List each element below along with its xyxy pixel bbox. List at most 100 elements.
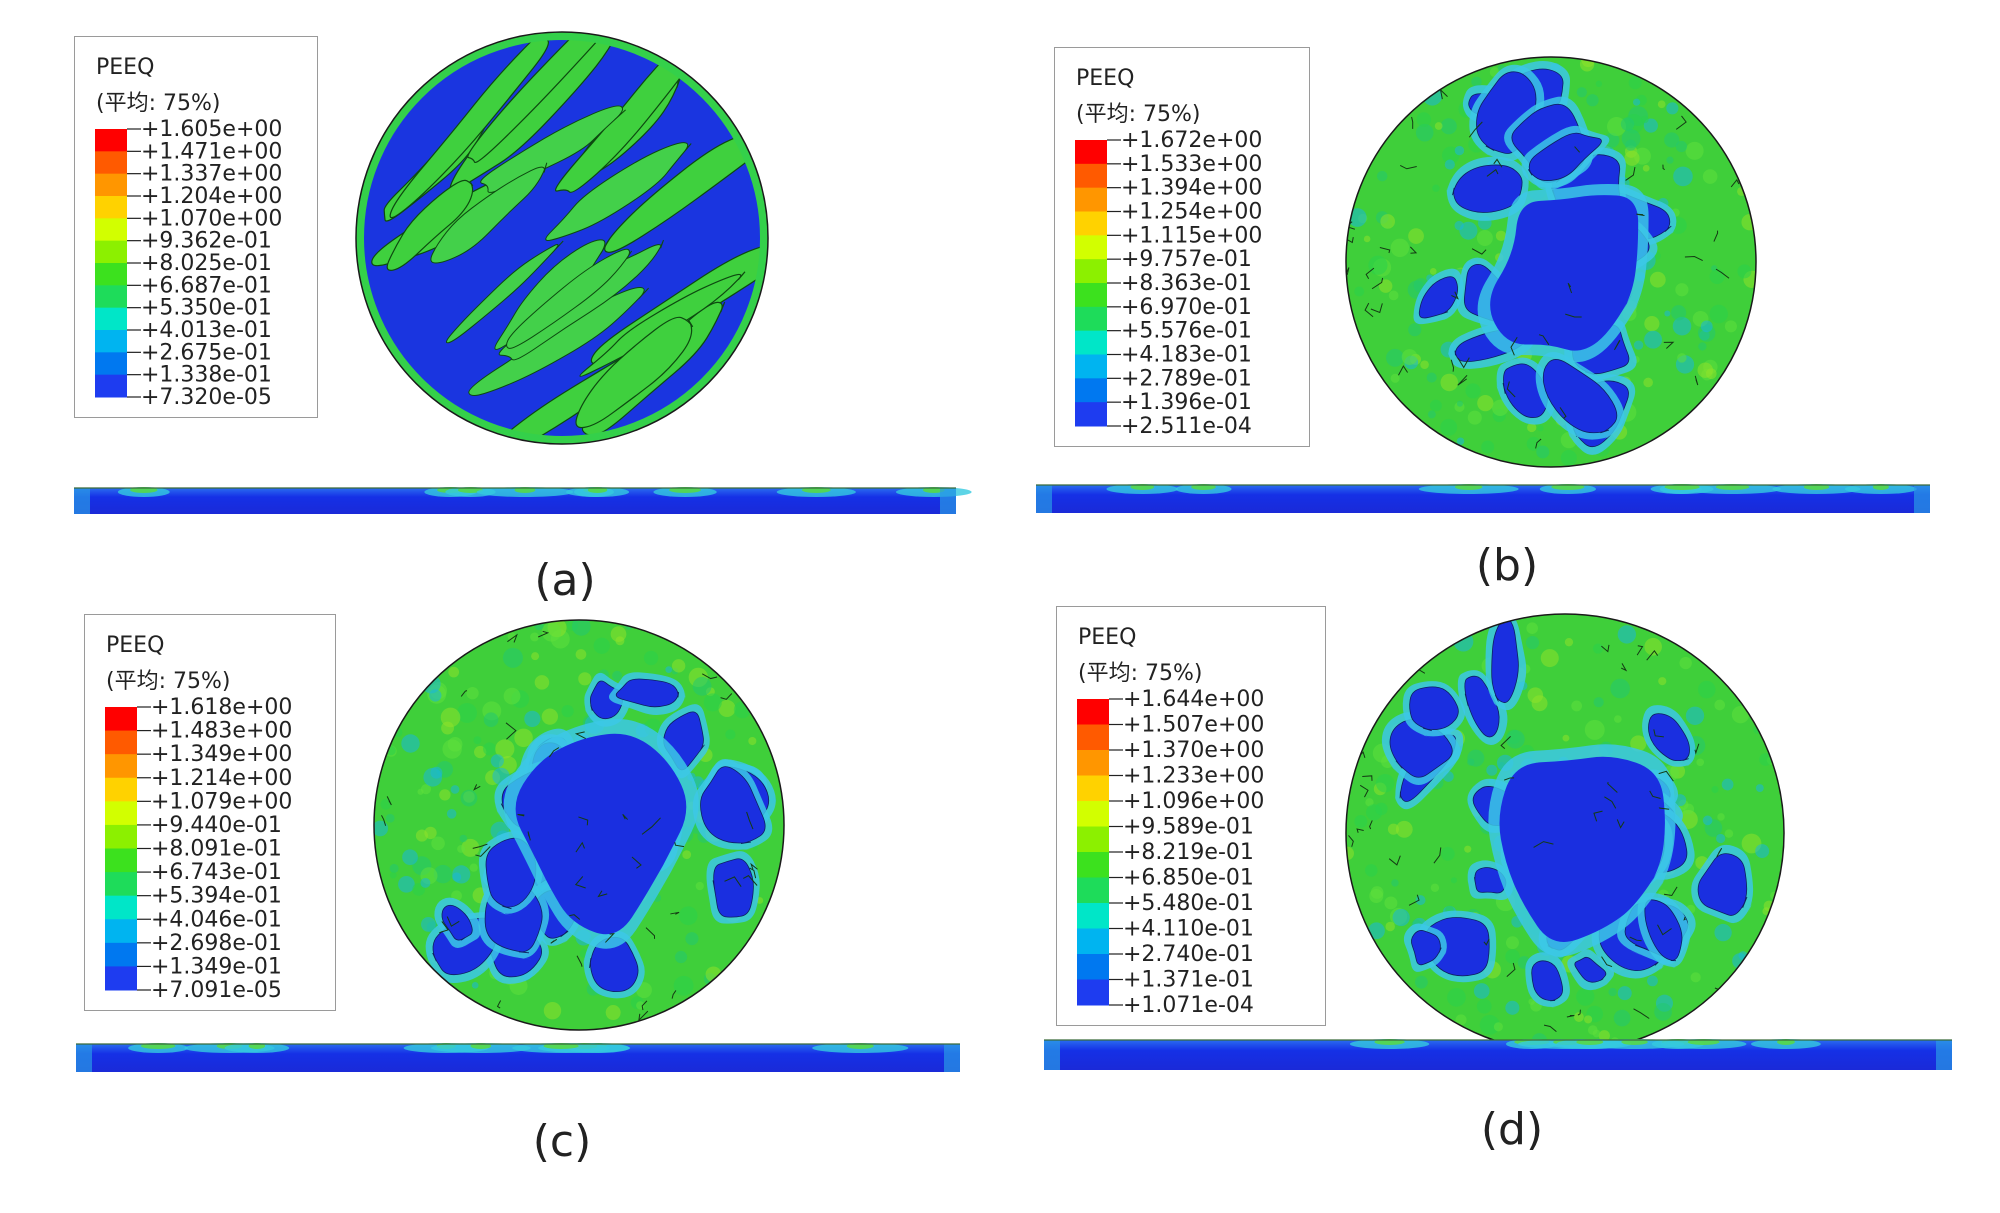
legend-value: +5.480e-01 bbox=[1123, 891, 1254, 916]
legend-color-swatch bbox=[1077, 979, 1109, 1006]
legend-color-swatch bbox=[1077, 775, 1109, 802]
legend-color-swatch bbox=[105, 942, 137, 967]
legend-value: +6.687e-01 bbox=[141, 273, 272, 298]
legend-color-swatch bbox=[105, 895, 137, 920]
legend-color-swatch bbox=[1077, 928, 1109, 955]
legend-value: +8.219e-01 bbox=[1123, 840, 1254, 865]
plate-contour-c bbox=[76, 1043, 960, 1072]
legend-color-swatch bbox=[95, 285, 127, 309]
legend-value: +7.320e-05 bbox=[141, 385, 272, 410]
legend-color-swatch bbox=[1077, 750, 1109, 776]
legend-color-swatch bbox=[1075, 163, 1107, 189]
legend-color-swatch bbox=[1077, 699, 1109, 725]
legend-subtitle: (平均: 75%) bbox=[1076, 102, 1201, 127]
legend-color-swatch bbox=[105, 848, 137, 873]
legend-value: +1.605e+00 bbox=[141, 117, 282, 142]
legend-a: PEEQ (平均: 75%) +1.605e+00 +1.471e+00 +1.33… bbox=[74, 36, 318, 418]
sphere-contour-c bbox=[373, 619, 785, 1031]
legend-value: +5.576e-01 bbox=[1121, 319, 1252, 344]
legend-color-swatch bbox=[95, 151, 127, 175]
legend-value: +1.079e+00 bbox=[151, 789, 292, 814]
panel-label: (d) bbox=[1480, 1104, 1544, 1155]
panel-a: PEEQ (平均: 75%) +1.605e+00 +1.471e+00 +1.33… bbox=[0, 0, 1000, 606]
legend-subtitle: (平均: 75%) bbox=[106, 669, 231, 694]
legend-value: +1.071e-04 bbox=[1123, 993, 1254, 1018]
legend-value: +4.013e-01 bbox=[141, 318, 272, 343]
sphere-outline bbox=[355, 31, 769, 445]
legend-color-swatch bbox=[105, 707, 137, 732]
legend-value: +1.471e+00 bbox=[141, 139, 282, 164]
legend-color-swatch bbox=[105, 801, 137, 826]
legend-value: +2.740e-01 bbox=[1123, 942, 1254, 967]
legend-value: +2.675e-01 bbox=[141, 340, 272, 365]
legend-color-swatch bbox=[1075, 211, 1107, 236]
legend-color-swatch bbox=[95, 352, 127, 376]
legend-value: +1.533e+00 bbox=[1121, 152, 1262, 177]
legend-value: +1.618e+00 bbox=[151, 695, 292, 720]
legend-value: +5.394e-01 bbox=[151, 884, 282, 909]
legend-value: +4.110e-01 bbox=[1123, 917, 1254, 942]
legend-color-swatch bbox=[1077, 724, 1109, 751]
legend-color-swatch bbox=[95, 240, 127, 264]
legend-value: +1.254e+00 bbox=[1121, 200, 1262, 225]
legend-color-swatch bbox=[105, 872, 137, 897]
legend-value: +2.789e-01 bbox=[1121, 366, 1252, 391]
legend-color-swatch bbox=[95, 196, 127, 219]
legend-color-swatch bbox=[1075, 283, 1107, 308]
legend-d: PEEQ (平均: 75%) +1.644e+00 +1.507e+00 +1.37… bbox=[1056, 606, 1326, 1026]
legend-color-swatch bbox=[95, 218, 127, 242]
panel-d: PEEQ (平均: 75%) +1.644e+00 +1.507e+00 +1.37… bbox=[1000, 606, 2000, 1213]
legend-value: +1.214e+00 bbox=[151, 766, 292, 791]
sphere-outline bbox=[1345, 56, 1757, 468]
color-scale: +1.618e+00+1.483e+00+1.349e+00+1.214e+00… bbox=[105, 695, 292, 1003]
legend-color-swatch bbox=[1075, 402, 1107, 427]
legend-color-swatch bbox=[1077, 954, 1109, 980]
legend-value: +1.204e+00 bbox=[141, 184, 282, 209]
sphere-contour-b bbox=[1345, 56, 1757, 468]
legend-color-swatch bbox=[105, 824, 137, 849]
legend-color-swatch bbox=[95, 374, 127, 398]
legend-b: PEEQ (平均: 75%) +1.672e+00 +1.533e+00 +1.39… bbox=[1054, 47, 1310, 447]
legend-subtitle: (平均: 75%) bbox=[96, 91, 221, 116]
legend-color-swatch bbox=[95, 330, 127, 353]
legend-value: +1.337e+00 bbox=[141, 162, 282, 187]
legend-title: PEEQ bbox=[106, 633, 165, 658]
plate-contour-a bbox=[74, 487, 972, 514]
legend-value: +9.362e-01 bbox=[141, 229, 272, 254]
legend-subtitle: (平均: 75%) bbox=[1078, 661, 1203, 686]
legend-color-swatch bbox=[105, 754, 137, 779]
panel-label: (c) bbox=[532, 1116, 592, 1167]
legend-title: PEEQ bbox=[96, 55, 155, 80]
legend-value: +1.394e+00 bbox=[1121, 176, 1262, 201]
sphere-contour-d bbox=[1345, 613, 1785, 1053]
color-scale: +1.672e+00+1.533e+00+1.394e+00+1.254e+00… bbox=[1075, 128, 1262, 439]
legend-value: +7.091e-05 bbox=[151, 978, 282, 1003]
legend-value: +2.698e-01 bbox=[151, 931, 282, 956]
legend-value: +1.338e-01 bbox=[141, 363, 272, 388]
panel-b: PEEQ (平均: 75%) +1.672e+00 +1.533e+00 +1.39… bbox=[1000, 0, 2000, 606]
legend-value: +1.096e+00 bbox=[1123, 789, 1264, 814]
legend-value: +1.483e+00 bbox=[151, 719, 292, 744]
legend-color-swatch bbox=[95, 307, 127, 331]
legend-title: PEEQ bbox=[1078, 625, 1137, 650]
legend-color-swatch bbox=[105, 919, 137, 944]
legend-value: +1.370e+00 bbox=[1123, 738, 1264, 763]
legend-color-swatch bbox=[1075, 235, 1107, 260]
legend-value: +8.363e-01 bbox=[1121, 271, 1252, 296]
legend-value: +1.070e+00 bbox=[141, 206, 282, 231]
plate-contour-b bbox=[1036, 484, 1930, 513]
legend-value: +1.115e+00 bbox=[1121, 223, 1262, 248]
legend-color-swatch bbox=[105, 777, 137, 802]
legend-value: +1.233e+00 bbox=[1123, 764, 1264, 789]
legend-value: +5.350e-01 bbox=[141, 296, 272, 321]
plate-contour-d bbox=[1044, 1039, 1952, 1070]
color-scale: +1.644e+00+1.507e+00+1.370e+00+1.233e+00… bbox=[1077, 687, 1264, 1018]
legend-value: +9.440e-01 bbox=[151, 813, 282, 838]
legend-value: +1.644e+00 bbox=[1123, 687, 1264, 712]
legend-color-swatch bbox=[105, 966, 137, 991]
panel-label: (a) bbox=[534, 555, 596, 606]
legend-value: +1.396e-01 bbox=[1121, 390, 1252, 415]
legend-color-swatch bbox=[1077, 903, 1109, 929]
legend-color-swatch bbox=[1075, 306, 1107, 332]
legend-value: +4.183e-01 bbox=[1121, 343, 1252, 368]
